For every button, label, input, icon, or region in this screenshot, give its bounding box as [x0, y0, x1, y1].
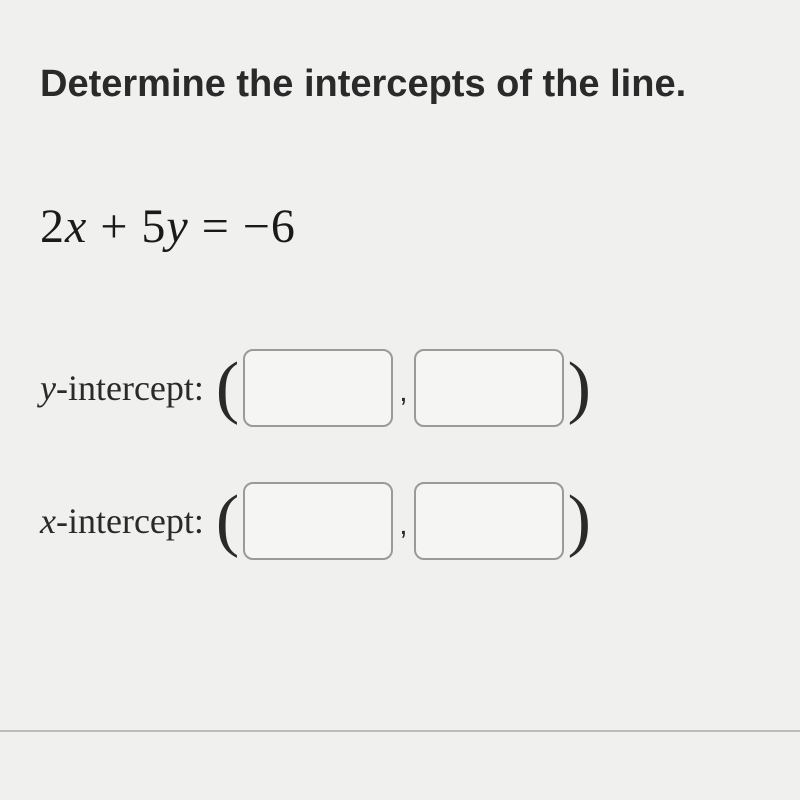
- x-intercept-var: x: [40, 501, 56, 541]
- eq-op: +: [87, 200, 141, 253]
- eq-rhs: −6: [243, 200, 296, 253]
- y-intercept-x-input[interactable]: [243, 349, 393, 427]
- bottom-divider: [0, 730, 800, 732]
- y-intercept-y-input[interactable]: [414, 349, 564, 427]
- x-intercept-row: x-intercept: ( , ): [40, 482, 760, 560]
- close-paren: ): [568, 353, 591, 423]
- open-paren: (: [216, 353, 239, 423]
- equation: 2x + 5y = −6: [40, 199, 760, 254]
- x-intercept-x-input[interactable]: [243, 482, 393, 560]
- y-intercept-text: -intercept:: [56, 368, 204, 408]
- x-intercept-y-input[interactable]: [414, 482, 564, 560]
- y-intercept-label: y-intercept:: [40, 367, 204, 409]
- eq-coef2: 5: [141, 200, 166, 253]
- eq-equals: =: [189, 200, 243, 253]
- y-intercept-row: y-intercept: ( , ): [40, 349, 760, 427]
- eq-var2: y: [166, 200, 188, 253]
- open-paren: (: [216, 486, 239, 556]
- x-intercept-text: -intercept:: [56, 501, 204, 541]
- comma: ,: [399, 375, 407, 427]
- comma: ,: [399, 508, 407, 560]
- eq-coef1: 2: [40, 200, 65, 253]
- eq-var1: x: [65, 200, 87, 253]
- question-prompt: Determine the intercepts of the line.: [40, 60, 760, 109]
- x-intercept-label: x-intercept:: [40, 500, 204, 542]
- y-intercept-var: y: [40, 368, 56, 408]
- close-paren: ): [568, 486, 591, 556]
